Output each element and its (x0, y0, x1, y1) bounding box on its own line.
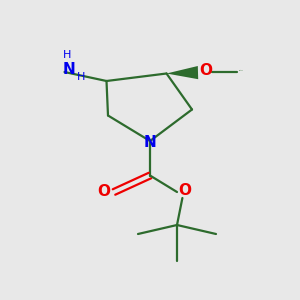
Text: N: N (144, 135, 156, 150)
Text: O: O (199, 63, 212, 78)
Text: H: H (77, 71, 85, 82)
Text: H: H (63, 50, 72, 61)
Polygon shape (167, 66, 198, 79)
Text: methyl: methyl (238, 70, 243, 71)
Text: O: O (97, 184, 110, 200)
Text: N: N (63, 61, 75, 76)
Text: O: O (178, 183, 191, 198)
